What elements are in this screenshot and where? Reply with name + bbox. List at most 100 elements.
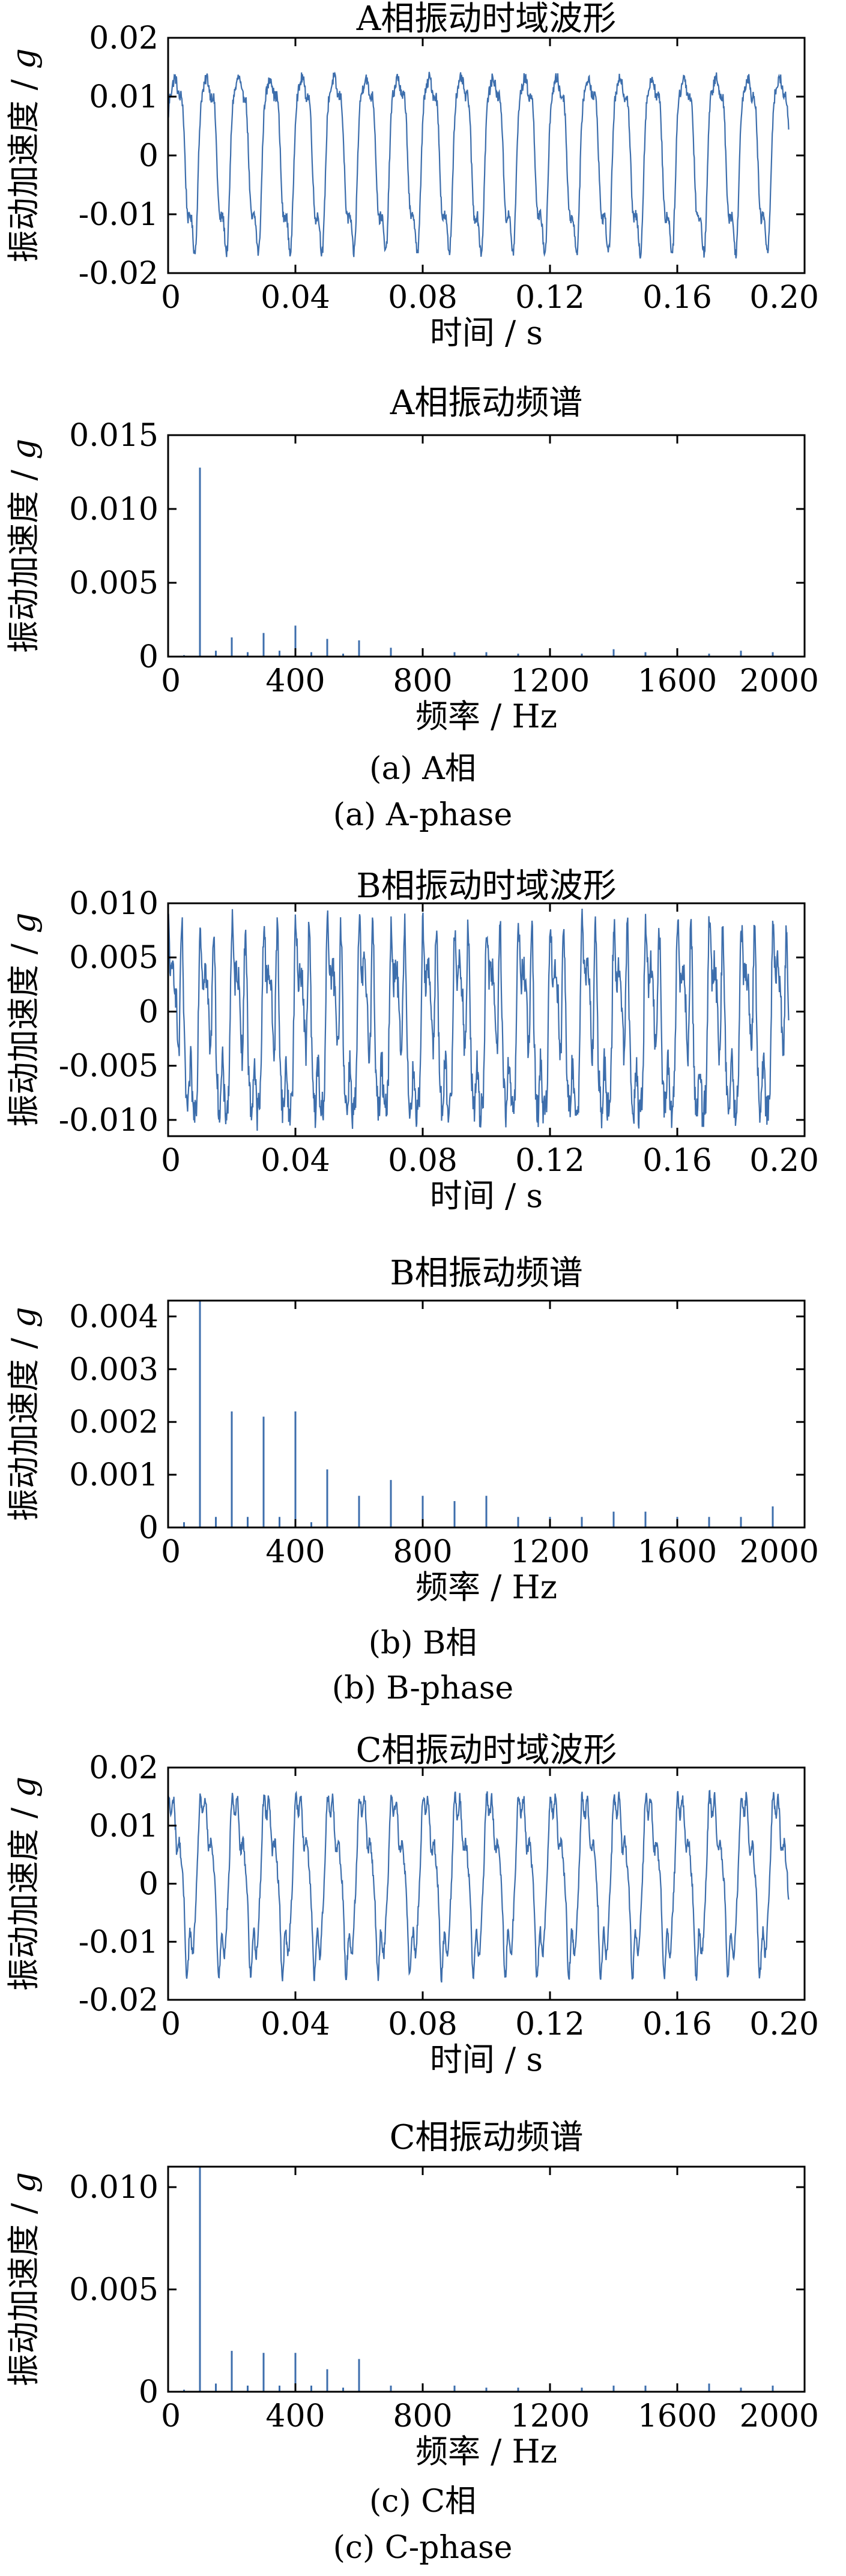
x-tick-label: 400 bbox=[265, 2398, 325, 2434]
y-axis-label: 振动加速度 / g bbox=[5, 439, 43, 653]
y-tick-label: -0.005 bbox=[59, 1049, 159, 1085]
caption-chinese: (a) A相 bbox=[369, 751, 476, 787]
x-axis-label: 频率 / Hz bbox=[415, 1568, 557, 1606]
y-axis-label: 振动加速度 / g bbox=[5, 2172, 43, 2386]
x-tick-label: 0.20 bbox=[749, 2006, 819, 2042]
x-tick-label: 0.04 bbox=[261, 1143, 330, 1179]
y-tick-label: 0 bbox=[139, 1867, 159, 1903]
y-tick-label: -0.01 bbox=[79, 197, 159, 233]
x-axis-label: 时间 / s bbox=[430, 2041, 543, 2078]
x-axis-label: 频率 / Hz bbox=[415, 2433, 557, 2470]
y-tick-label: 0 bbox=[139, 639, 159, 675]
y-tick-label: -0.01 bbox=[79, 1924, 159, 1960]
plot-frame bbox=[167, 2165, 806, 2393]
caption-english: (c) C-phase bbox=[333, 2530, 513, 2566]
y-axis-label: 振动加速度 / g bbox=[5, 48, 43, 262]
y-axis-label: 振动加速度 / g bbox=[5, 1307, 43, 1521]
y-tick-label: 0.004 bbox=[69, 1299, 159, 1335]
caption-chinese: (b) B相 bbox=[369, 1625, 477, 1661]
x-tick-label: 0.04 bbox=[261, 2006, 330, 2042]
x-tick-label: 0 bbox=[161, 1143, 181, 1179]
y-tick-label: 0.01 bbox=[89, 79, 159, 115]
y-tick-label: 0.002 bbox=[69, 1404, 159, 1440]
y-axis-label-unit: g bbox=[5, 1777, 43, 1798]
panel-a-spec: A相振动频谱 0 400 800 1200 1600 2000 0.015 0.010 0.005… bbox=[5, 384, 819, 833]
y-tick-label: 0.015 bbox=[69, 418, 159, 454]
y-tick-label: 0.005 bbox=[69, 940, 159, 976]
y-axis-label-text: 振动加速度 / bbox=[5, 1798, 43, 1991]
y-tick-label: 0.010 bbox=[69, 492, 159, 528]
x-tick-label: 800 bbox=[393, 663, 452, 699]
x-tick-label: 0.16 bbox=[642, 1143, 712, 1179]
y-axis-label: 振动加速度 / g bbox=[5, 912, 43, 1127]
x-tick-label: 1600 bbox=[638, 2398, 717, 2434]
y-axis-label-text: 振动加速度 / bbox=[5, 460, 43, 654]
x-tick-label: 0.16 bbox=[642, 2006, 712, 2042]
y-tick-label: 0 bbox=[139, 1510, 159, 1546]
y-tick-label: 0.02 bbox=[89, 1750, 159, 1786]
y-tick-label: 0 bbox=[139, 2374, 159, 2410]
waveform-line bbox=[167, 71, 790, 259]
caption-english: (a) A-phase bbox=[333, 797, 512, 833]
panel-title: B相振动频谱 bbox=[390, 1254, 582, 1293]
y-tick-label: 0.01 bbox=[89, 1808, 159, 1844]
y-axis-label-text: 振动加速度 / bbox=[5, 933, 43, 1127]
caption-chinese: (c) C相 bbox=[369, 2484, 476, 2520]
y-axis-label-unit: g bbox=[5, 439, 43, 460]
y-tick-label: 0.010 bbox=[69, 886, 159, 922]
y-tick-label: 0 bbox=[139, 994, 159, 1030]
x-tick-label: 1200 bbox=[510, 1534, 590, 1570]
x-axis-label: 时间 / s bbox=[430, 314, 543, 352]
panel-title: A相振动频谱 bbox=[390, 384, 582, 423]
x-tick-label: 0.12 bbox=[515, 2006, 585, 2042]
x-tick-label: 0.12 bbox=[515, 280, 585, 316]
x-tick-label: 0.08 bbox=[388, 280, 458, 316]
x-tick-label: 0.08 bbox=[388, 2006, 458, 2042]
caption-english: (b) B-phase bbox=[332, 1670, 513, 1706]
panel-title: C相振动频谱 bbox=[390, 2118, 584, 2157]
x-tick-label: 0.08 bbox=[388, 1143, 458, 1179]
x-tick-label: 0 bbox=[161, 663, 181, 699]
x-axis-label: 频率 / Hz bbox=[415, 697, 557, 735]
plot-frame bbox=[167, 37, 806, 274]
waveform-line bbox=[167, 1790, 790, 1983]
x-tick-label: 2000 bbox=[740, 663, 819, 699]
panel-title: B相振动时域波形 bbox=[356, 867, 616, 906]
y-axis-label-unit: g bbox=[5, 48, 43, 69]
plot-frame bbox=[167, 902, 806, 1137]
y-tick-label: -0.02 bbox=[79, 1982, 159, 2018]
x-tick-label: 0 bbox=[161, 280, 181, 316]
x-tick-label: 400 bbox=[265, 663, 325, 699]
x-tick-label: 0.04 bbox=[261, 280, 330, 316]
x-tick-label: 1600 bbox=[638, 663, 717, 699]
plot-frame bbox=[167, 434, 806, 658]
panel-title: C相振动时域波形 bbox=[356, 1731, 617, 1770]
x-tick-label: 0 bbox=[161, 1534, 181, 1570]
y-tick-label: 0.001 bbox=[69, 1457, 159, 1493]
panel-b-time: B相振动时域波形 0 0.04 0.08 0.12 0.16 0.20 0.010 0.005 0… bbox=[5, 867, 819, 1215]
panel-c-spec: C相振动频谱 0 400 800 1200 1600 2000 0.010 0.005 0 频率 /… bbox=[5, 2118, 819, 2566]
x-tick-label: 0.20 bbox=[749, 280, 819, 316]
y-axis-label-unit: g bbox=[5, 2172, 43, 2193]
x-tick-label: 1200 bbox=[510, 663, 590, 699]
x-tick-label: 400 bbox=[265, 1534, 325, 1570]
y-axis-label: 振动加速度 / g bbox=[5, 1777, 43, 1991]
y-tick-label: 0.003 bbox=[69, 1352, 159, 1388]
x-tick-label: 1200 bbox=[510, 2398, 590, 2434]
y-tick-label: 0.005 bbox=[69, 565, 159, 601]
x-tick-label: 800 bbox=[393, 2398, 452, 2434]
y-axis-label-text: 振动加速度 / bbox=[5, 2193, 43, 2387]
y-tick-label: 0.010 bbox=[69, 2170, 159, 2206]
x-tick-label: 0.12 bbox=[515, 1143, 585, 1179]
y-tick-label: -0.010 bbox=[59, 1103, 159, 1139]
y-axis-label-text: 振动加速度 / bbox=[5, 1328, 43, 1521]
x-axis-label: 时间 / s bbox=[430, 1177, 543, 1215]
plot-frame bbox=[167, 1299, 806, 1529]
y-axis-label-text: 振动加速度 / bbox=[5, 69, 43, 263]
y-axis-label-unit: g bbox=[5, 912, 43, 933]
panel-title: A相振动时域波形 bbox=[356, 0, 616, 38]
x-tick-label: 800 bbox=[393, 1534, 452, 1570]
